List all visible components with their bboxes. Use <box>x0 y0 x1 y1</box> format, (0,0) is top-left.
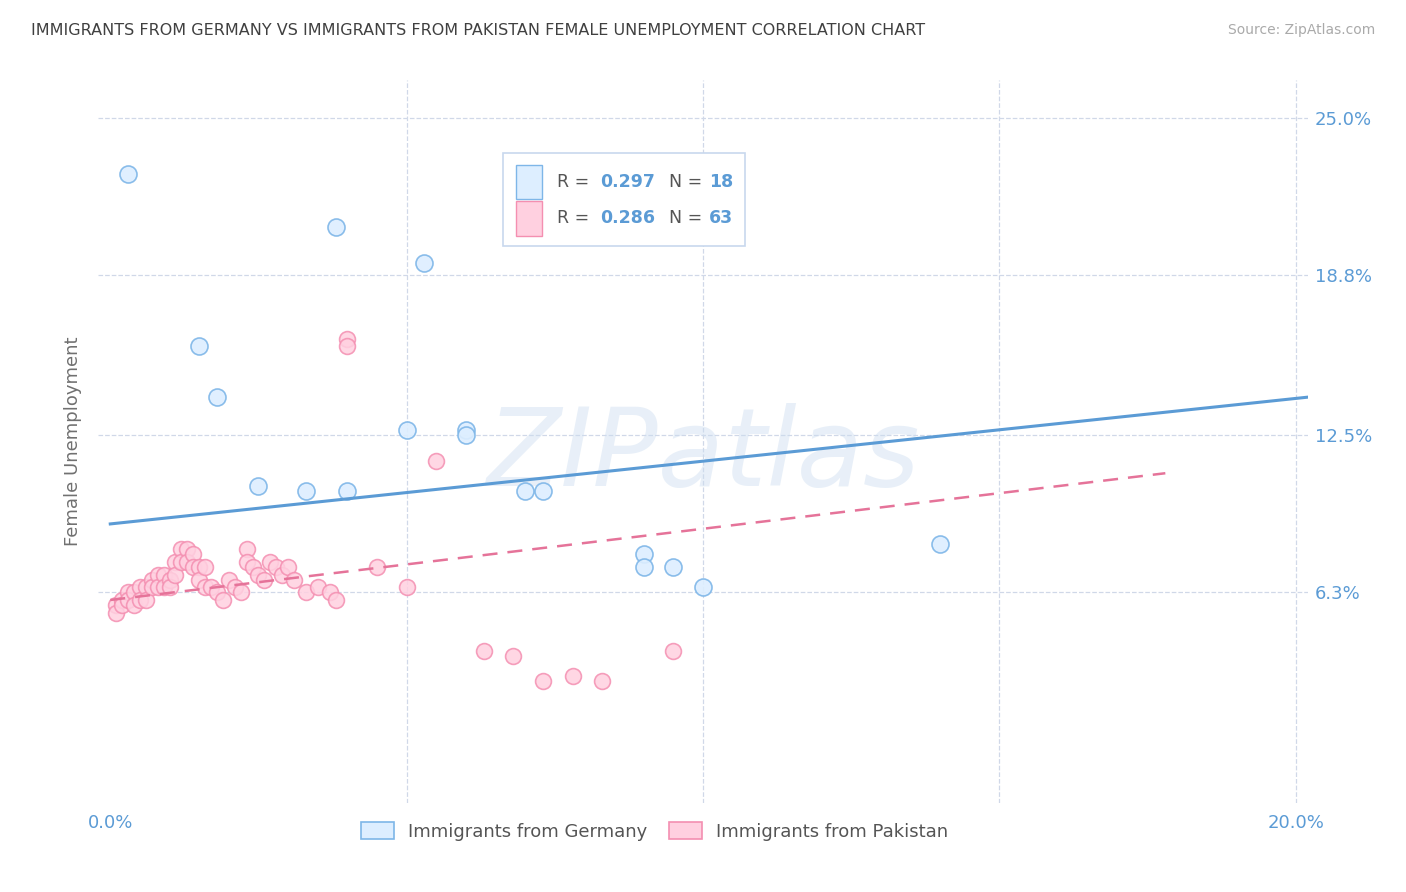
Point <box>188 339 211 353</box>
Point <box>170 555 193 569</box>
Point <box>170 542 193 557</box>
Point <box>235 555 257 569</box>
Point <box>135 580 157 594</box>
FancyBboxPatch shape <box>516 201 543 235</box>
Point <box>633 547 655 561</box>
Point <box>472 643 495 657</box>
Point <box>325 593 347 607</box>
Point <box>662 560 685 574</box>
Point <box>277 560 299 574</box>
Text: 18: 18 <box>709 173 734 191</box>
Point <box>218 573 240 587</box>
Text: R =: R = <box>557 173 595 191</box>
Point <box>205 585 228 599</box>
Point <box>295 585 318 599</box>
Text: ZIPatlas: ZIPatlas <box>486 403 920 508</box>
Text: N =: N = <box>669 173 707 191</box>
Point <box>141 573 163 587</box>
Point <box>141 580 163 594</box>
Point <box>152 567 174 582</box>
Point <box>188 573 211 587</box>
Point <box>454 423 477 437</box>
FancyBboxPatch shape <box>503 153 745 246</box>
Point <box>662 643 685 657</box>
Point <box>122 598 145 612</box>
Point <box>117 593 139 607</box>
Point <box>395 580 418 594</box>
Text: Source: ZipAtlas.com: Source: ZipAtlas.com <box>1227 23 1375 37</box>
Point <box>165 567 187 582</box>
Point <box>111 593 134 607</box>
Text: 0.286: 0.286 <box>600 210 655 227</box>
Point <box>325 220 347 235</box>
Point <box>135 593 157 607</box>
Text: 0.297: 0.297 <box>600 173 655 191</box>
Point <box>336 332 359 346</box>
Point <box>105 598 128 612</box>
Text: IMMIGRANTS FROM GERMANY VS IMMIGRANTS FROM PAKISTAN FEMALE UNEMPLOYMENT CORRELAT: IMMIGRANTS FROM GERMANY VS IMMIGRANTS FR… <box>31 23 925 38</box>
Text: N =: N = <box>669 210 707 227</box>
Point <box>561 669 583 683</box>
Point <box>229 585 252 599</box>
Point <box>253 573 276 587</box>
Point <box>159 573 181 587</box>
Text: 63: 63 <box>709 210 733 227</box>
Point <box>122 585 145 599</box>
Point <box>929 537 952 551</box>
Point <box>692 580 714 594</box>
Point <box>515 483 537 498</box>
Point <box>264 560 287 574</box>
FancyBboxPatch shape <box>516 165 543 200</box>
Point <box>176 555 198 569</box>
Point <box>129 593 152 607</box>
Point <box>295 483 318 498</box>
Point <box>212 593 235 607</box>
Point <box>117 585 139 599</box>
Point <box>111 598 134 612</box>
Point <box>247 567 270 582</box>
Point <box>152 580 174 594</box>
Point <box>502 648 524 663</box>
Point <box>194 580 217 594</box>
Point <box>194 560 217 574</box>
Point <box>105 606 128 620</box>
Point <box>235 542 257 557</box>
Point <box>247 479 270 493</box>
Point <box>205 390 228 404</box>
Point <box>531 674 554 689</box>
Point <box>454 428 477 442</box>
Point <box>200 580 222 594</box>
Point <box>242 560 264 574</box>
Point <box>591 674 613 689</box>
Point <box>165 555 187 569</box>
Point <box>395 423 418 437</box>
Point <box>224 580 246 594</box>
Point <box>307 580 329 594</box>
Point <box>176 542 198 557</box>
Point <box>531 483 554 498</box>
Point <box>425 453 447 467</box>
Point <box>336 339 359 353</box>
Point <box>129 580 152 594</box>
Point <box>188 560 211 574</box>
Point <box>413 256 436 270</box>
Point <box>146 567 169 582</box>
Legend: Immigrants from Germany, Immigrants from Pakistan: Immigrants from Germany, Immigrants from… <box>354 815 955 848</box>
Point <box>117 167 139 181</box>
Point <box>283 573 305 587</box>
Point <box>146 580 169 594</box>
Point <box>633 560 655 574</box>
Point <box>181 547 204 561</box>
Text: R =: R = <box>557 210 595 227</box>
Point <box>318 585 340 599</box>
Point <box>259 555 281 569</box>
Point <box>271 567 294 582</box>
Point <box>159 580 181 594</box>
Y-axis label: Female Unemployment: Female Unemployment <box>63 337 82 546</box>
Point <box>336 483 359 498</box>
Point <box>366 560 388 574</box>
Point <box>181 560 204 574</box>
